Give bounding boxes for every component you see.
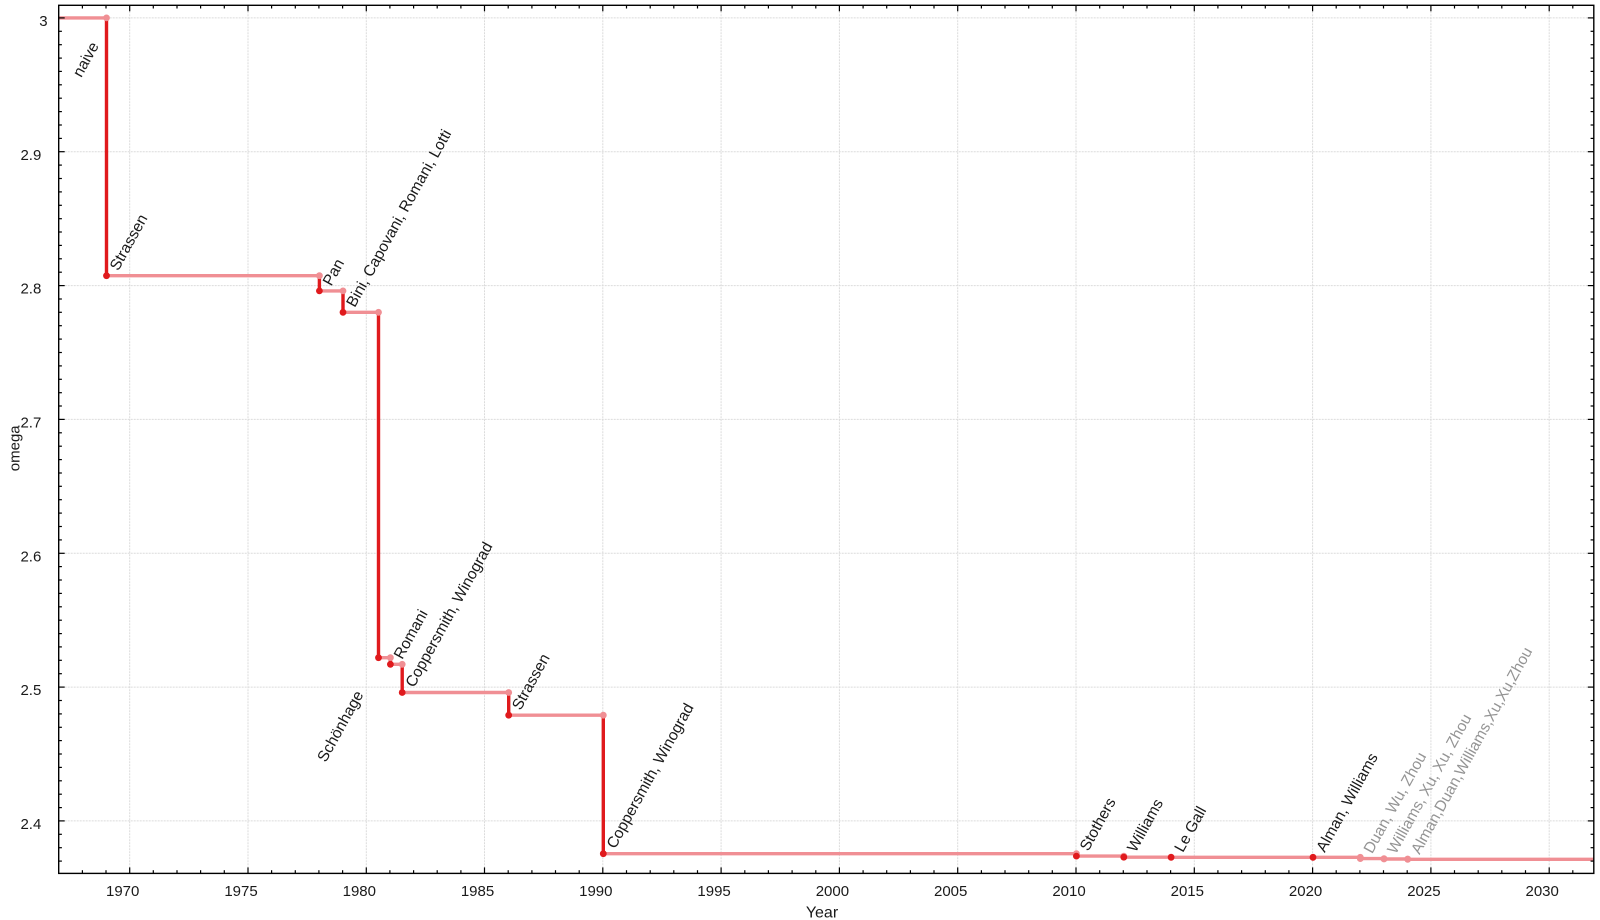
svg-text:2.8: 2.8 [20,281,41,298]
svg-text:3: 3 [39,13,47,30]
svg-text:1985: 1985 [461,883,494,900]
svg-text:2010: 2010 [1052,883,1085,900]
svg-text:2.4: 2.4 [20,816,41,833]
svg-text:2030: 2030 [1526,883,1559,900]
svg-text:2.7: 2.7 [20,415,41,432]
svg-text:1995: 1995 [697,883,730,900]
svg-text:2025: 2025 [1407,883,1440,900]
svg-text:2.5: 2.5 [20,682,41,699]
svg-text:omega: omega [7,425,24,472]
svg-text:2015: 2015 [1171,883,1204,900]
svg-text:1980: 1980 [343,883,376,900]
svg-text:2.9: 2.9 [20,147,41,164]
svg-text:Year: Year [806,905,839,920]
svg-text:2005: 2005 [934,883,967,900]
svg-text:2000: 2000 [816,883,849,900]
svg-text:2.6: 2.6 [20,548,41,565]
svg-text:1990: 1990 [579,883,612,900]
svg-text:1970: 1970 [106,883,139,900]
svg-text:1975: 1975 [224,883,257,900]
svg-text:2020: 2020 [1289,883,1322,900]
